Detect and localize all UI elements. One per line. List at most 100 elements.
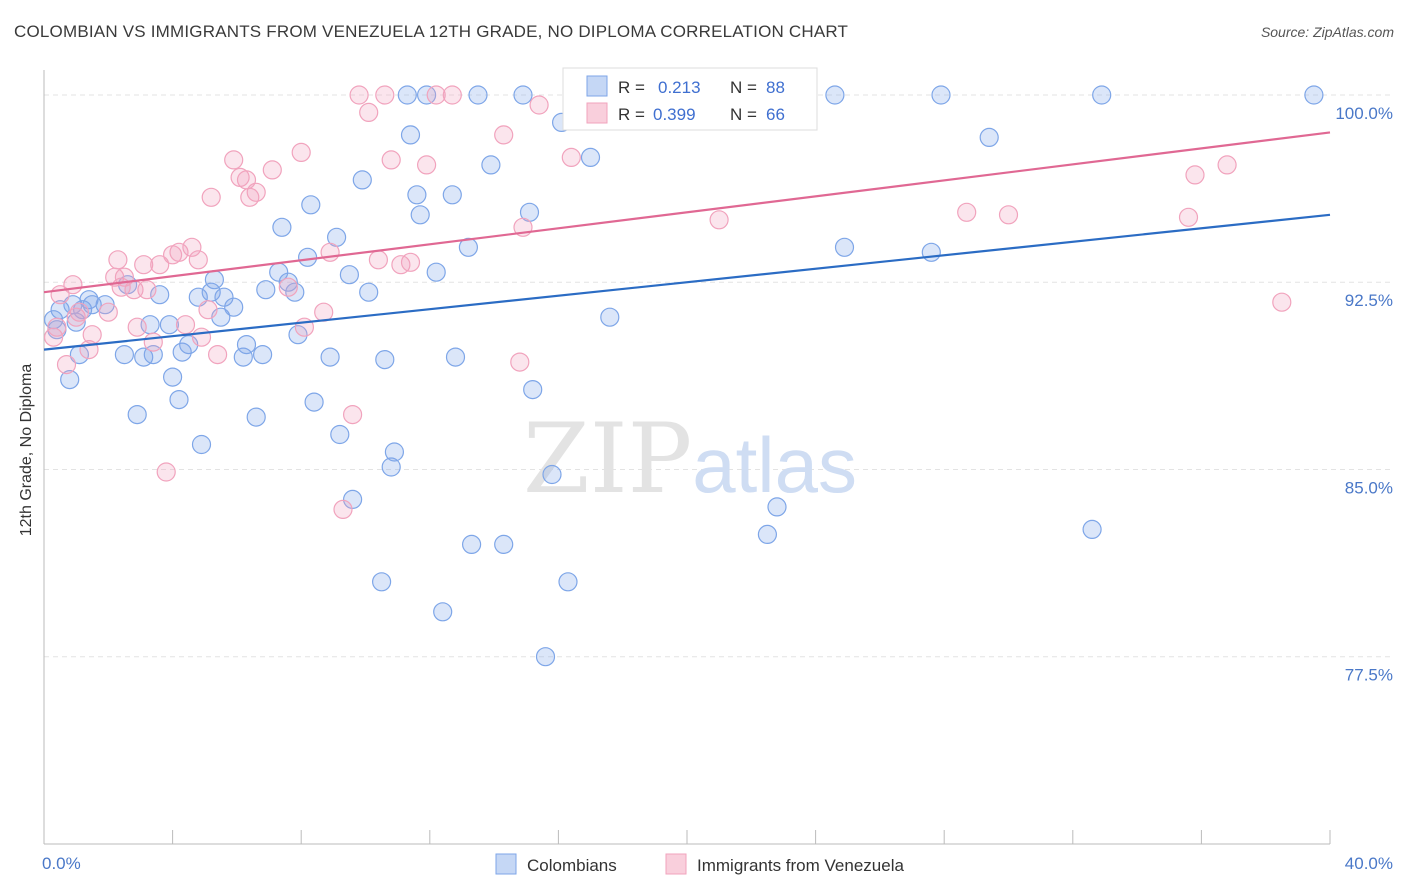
- colombian-point: [825, 85, 845, 105]
- venezuela-point: [529, 95, 549, 115]
- venezuela-point: [224, 150, 244, 170]
- legend-n-label-2: N =: [730, 105, 757, 124]
- legend-n-value-1: 88: [766, 78, 785, 97]
- colombian-point: [1304, 85, 1324, 105]
- venezuela-point: [320, 242, 340, 262]
- venezuela-point: [368, 250, 388, 270]
- colombian-point: [921, 242, 941, 262]
- colombian-point: [204, 270, 224, 290]
- venezuela-point: [561, 147, 581, 167]
- venezuela-point: [63, 275, 83, 295]
- venezuela-point: [127, 317, 147, 337]
- y-tick-label: 85.0%: [1345, 478, 1393, 497]
- venezuela-point: [69, 302, 90, 322]
- venezuela-point: [343, 405, 363, 425]
- colombian-point: [163, 367, 183, 387]
- colombian-point: [558, 572, 578, 592]
- venezuela-point: [137, 280, 157, 300]
- x-tick-label: 0.0%: [42, 854, 81, 873]
- venezuela-point: [188, 250, 208, 270]
- venezuela-trend-line: [43, 131, 1331, 294]
- tick-labels: 77.5% 85.0% 92.5% 100.0% 0.0% 40.0%: [42, 104, 1393, 873]
- colombian-point: [256, 280, 276, 300]
- venezuela-point: [998, 205, 1019, 225]
- colombian-point: [372, 572, 392, 592]
- venezuela-point: [359, 102, 379, 123]
- colombian-point: [150, 285, 170, 305]
- top-legend: R = 0.213 N = 88 R = 0.399 N = 66: [562, 67, 818, 131]
- y-tick-label: 77.5%: [1345, 666, 1393, 685]
- bottom-legend-label-colombians: Colombians: [527, 856, 617, 875]
- venezuela-point: [182, 237, 202, 257]
- legend-swatch-colombians: [586, 75, 608, 97]
- colombian-point: [253, 345, 273, 365]
- colombian-point: [535, 647, 556, 667]
- colombian-point: [214, 287, 234, 307]
- colombian-point: [468, 85, 488, 105]
- venezuela-point: [278, 277, 298, 297]
- colombian-point: [339, 265, 359, 285]
- colombian-point: [320, 347, 340, 367]
- source-credit: Source: ZipAtlas.com: [1260, 24, 1394, 40]
- watermark-zip: ZIP: [523, 403, 692, 515]
- x-tick-label: 40.0%: [1345, 854, 1393, 873]
- colombian-point: [224, 297, 244, 317]
- venezuela-point: [709, 210, 729, 230]
- legend-swatch-venezuela: [586, 102, 608, 124]
- venezuela-point: [291, 142, 311, 162]
- venezuela-point: [150, 255, 170, 275]
- colombian-point: [400, 125, 421, 145]
- colombian-point: [72, 300, 93, 320]
- colombian-point: [494, 534, 514, 555]
- colombian-point: [127, 405, 147, 425]
- legend-r-label-1: R =: [618, 78, 645, 97]
- y-tick-label: 92.5%: [1345, 291, 1393, 310]
- colombian-point: [426, 262, 446, 282]
- venezuela-point: [134, 255, 154, 275]
- colombian-point: [410, 205, 430, 225]
- venezuela-point: [1272, 292, 1292, 312]
- colombian-point: [979, 127, 999, 147]
- colombian-point: [513, 85, 533, 105]
- colombian-point: [580, 147, 601, 167]
- venezuela-point: [417, 155, 437, 175]
- colombian-point: [397, 85, 417, 105]
- colombian-point: [246, 407, 266, 427]
- colombian-point: [236, 335, 257, 355]
- colombians-trend-line: [43, 213, 1331, 351]
- legend-r-label-2: R =: [618, 105, 645, 124]
- colombian-point: [343, 489, 363, 509]
- venezuela-point: [1217, 155, 1237, 175]
- venezuela-point: [314, 302, 334, 322]
- venezuela-point: [208, 345, 228, 365]
- venezuela-point: [426, 85, 446, 105]
- venezuela-point: [47, 317, 67, 337]
- colombian-point: [172, 342, 192, 362]
- venezuela-point: [175, 315, 196, 335]
- venezuela-point: [246, 182, 266, 202]
- venezuela-point: [375, 85, 395, 105]
- venezuela-point: [442, 85, 462, 105]
- venezuela-point: [262, 160, 282, 180]
- trend-lines: [43, 131, 1331, 351]
- venezuela-point: [349, 85, 369, 105]
- colombian-point: [417, 85, 437, 105]
- bottom-legend-label-venezuela: Immigrants from Venezuela: [697, 856, 904, 875]
- colombian-point: [191, 434, 212, 455]
- colombian-point: [352, 170, 372, 190]
- colombian-point: [114, 345, 135, 365]
- venezuela-point: [201, 187, 221, 207]
- data-points: [43, 85, 1324, 667]
- venezuela-point: [198, 300, 218, 320]
- legend-r-value-2: 0.399: [653, 105, 696, 124]
- legend-r-value-1: 0.213: [658, 78, 701, 97]
- colombian-point: [1092, 85, 1112, 105]
- chart-title: COLOMBIAN VS IMMIGRANTS FROM VENEZUELA 1…: [14, 22, 849, 41]
- bottom-legend: Colombians Immigrants from Venezuela: [495, 853, 904, 875]
- venezuela-point: [143, 332, 163, 352]
- colombian-point: [757, 524, 778, 545]
- venezuela-point: [108, 250, 128, 270]
- colombian-point: [442, 185, 462, 205]
- bottom-legend-swatch-colombians: [495, 853, 517, 875]
